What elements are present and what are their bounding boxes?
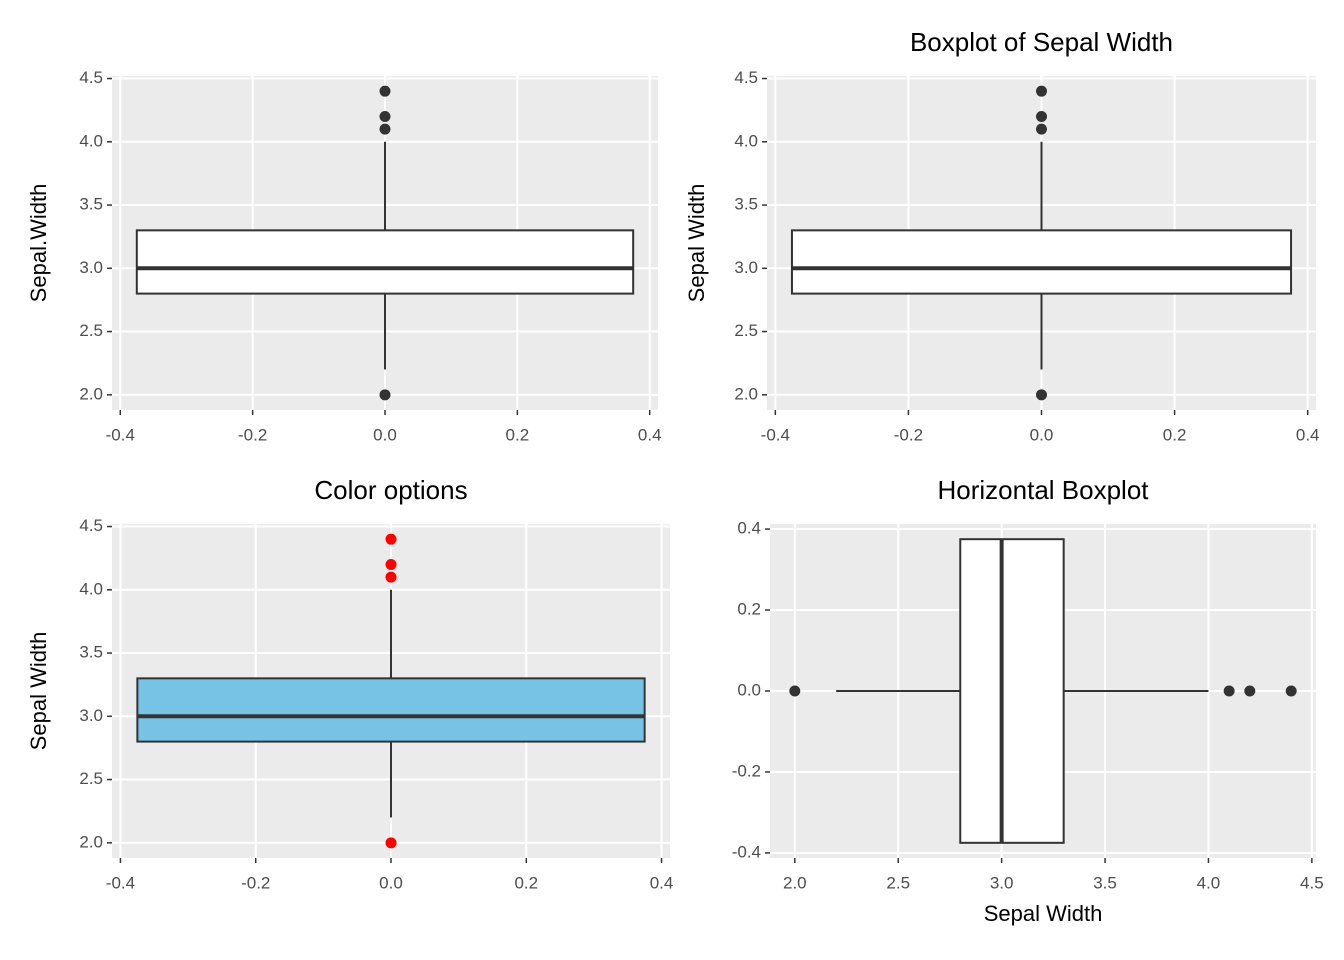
x-tick-label: 4.0 (1197, 873, 1221, 892)
x-tick-label: 0.0 (373, 425, 397, 444)
outlier (379, 389, 391, 401)
x-tick-label: 0.2 (514, 873, 538, 892)
outlier (379, 85, 391, 97)
outlier (1036, 123, 1047, 135)
x-tick-label: -0.2 (241, 873, 270, 892)
x-tick-label: 0.4 (638, 425, 662, 444)
y-tick-label: 2.5 (79, 321, 103, 340)
y-tick-label: 4.0 (79, 579, 103, 598)
chart-title: Boxplot of Sepal Width (910, 27, 1173, 57)
x-tick-label: 0.2 (1163, 425, 1187, 444)
outlier (385, 837, 397, 849)
y-tick-label: 3.5 (79, 643, 103, 662)
outlier (379, 110, 391, 122)
y-tick-label: 2.0 (79, 384, 103, 403)
box (135, 229, 635, 295)
chart-title: Horizontal Boxplot (938, 475, 1150, 505)
y-tick-label: 4.5 (79, 68, 103, 87)
outlier (385, 533, 397, 545)
x-tick-label: 0.2 (506, 425, 530, 444)
x-tick-label: 0.4 (650, 873, 674, 892)
y-axis-title: Sepal.Width (26, 184, 51, 303)
y-tick-label: -0.2 (732, 761, 761, 780)
box (959, 538, 1065, 844)
y-tick-label: 3.0 (79, 706, 103, 725)
y-tick-label: 2.5 (734, 321, 758, 340)
x-tick-label: 2.0 (783, 873, 807, 892)
x-tick-label: 4.5 (1300, 873, 1324, 892)
y-tick-label: 0.4 (737, 519, 761, 538)
y-tick-label: -0.4 (732, 842, 761, 861)
y-tick-label: 3.0 (734, 258, 758, 277)
outlier (1285, 685, 1297, 697)
outlier (1036, 389, 1047, 401)
x-tick-label: -0.2 (894, 425, 923, 444)
x-tick-label: 0.4 (1296, 425, 1320, 444)
outlier (385, 558, 397, 570)
y-tick-label: 4.0 (734, 131, 758, 150)
outlier (1244, 685, 1256, 697)
y-tick-label: 0.0 (737, 680, 761, 699)
x-tick-label: 0.0 (379, 873, 403, 892)
y-tick-label: 0.2 (737, 600, 761, 619)
y-tick-label: 3.5 (734, 195, 758, 214)
x-tick-label: 3.0 (990, 873, 1014, 892)
y-tick-label: 3.5 (79, 195, 103, 214)
y-axis-title: Sepal Width (26, 632, 51, 751)
x-tick-label: -0.4 (761, 425, 790, 444)
y-tick-label: 4.0 (79, 131, 103, 150)
outlier (385, 571, 397, 583)
x-tick-label: -0.4 (106, 425, 135, 444)
box (790, 229, 1293, 295)
y-tick-label: 2.0 (79, 832, 103, 851)
outlier (1223, 685, 1235, 697)
outlier (1036, 85, 1047, 97)
y-tick-label: 4.5 (79, 516, 103, 535)
x-tick-label: 3.5 (1093, 873, 1117, 892)
x-tick-label: -0.2 (238, 425, 267, 444)
box (136, 677, 646, 743)
y-tick-label: 2.5 (79, 769, 103, 788)
x-tick-label: 2.5 (886, 873, 910, 892)
outlier (1036, 110, 1047, 122)
outlier (379, 123, 391, 135)
x-tick-label: 0.0 (1030, 425, 1054, 444)
y-tick-label: 4.5 (734, 68, 758, 87)
y-axis-title: Sepal Width (684, 184, 709, 303)
chart-title: Color options (314, 475, 467, 505)
outlier (789, 685, 801, 697)
x-axis-title: Sepal Width (984, 901, 1103, 926)
y-tick-label: 3.0 (79, 258, 103, 277)
x-tick-label: -0.4 (106, 873, 135, 892)
y-tick-label: 2.0 (734, 384, 758, 403)
